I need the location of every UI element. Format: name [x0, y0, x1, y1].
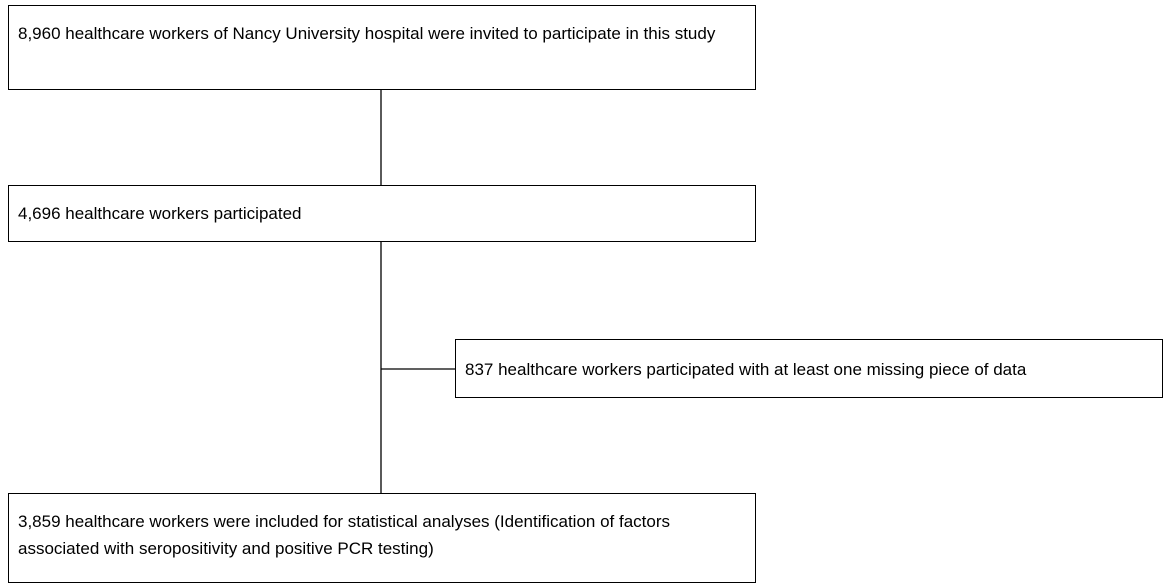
- node: 837 healthcare workers participated with…: [455, 339, 1163, 398]
- node: 8,960 healthcare workers of Nancy Univer…: [8, 5, 756, 90]
- node: 4,696 healthcare workers participated: [8, 185, 756, 242]
- node: 3,859 healthcare workers were included f…: [8, 493, 756, 583]
